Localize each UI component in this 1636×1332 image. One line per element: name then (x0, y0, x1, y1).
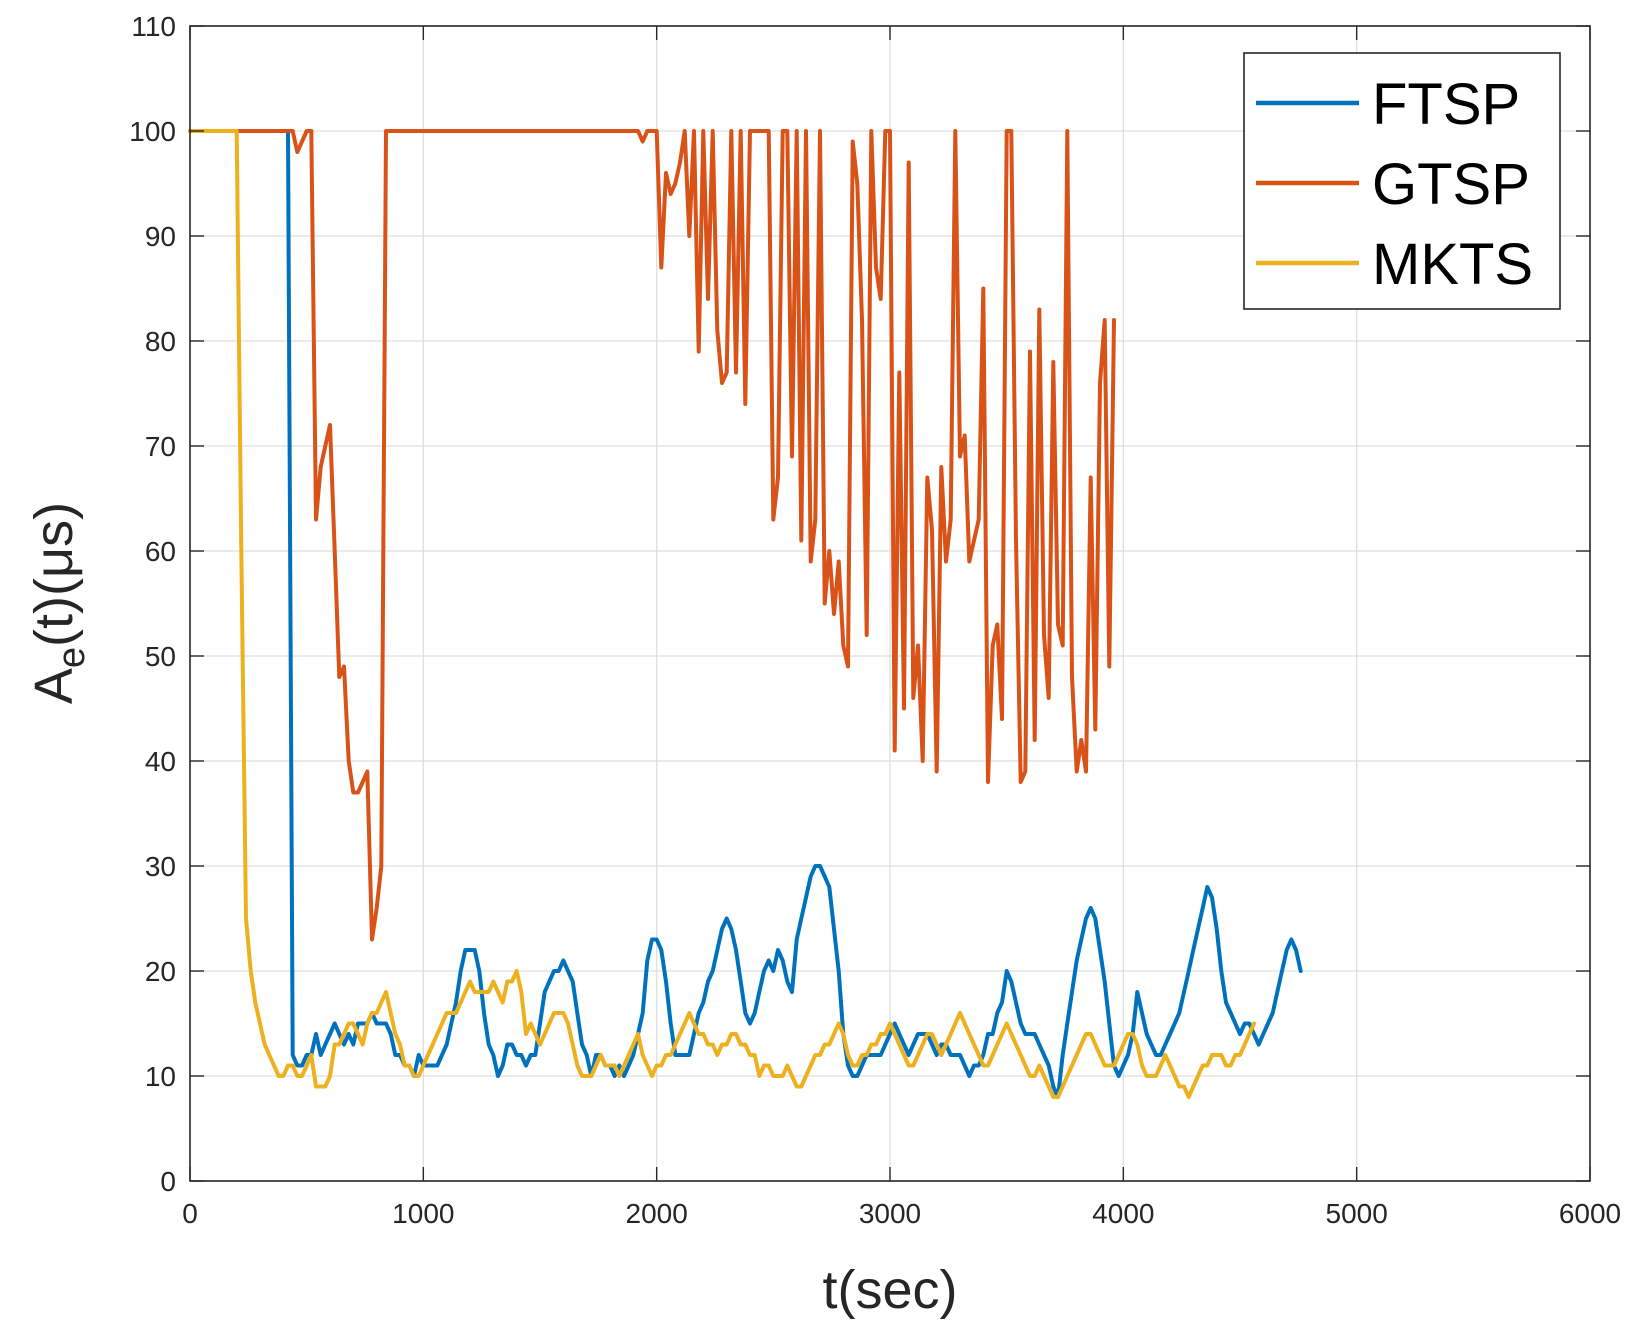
y-axis-title: Ae(t)(μs) (24, 502, 93, 704)
x-tick-label: 4000 (1092, 1198, 1154, 1229)
legend-label-gtsp: GTSP (1372, 152, 1530, 217)
y-axis-title-sub: e (51, 647, 93, 668)
y-tick-label: 20 (145, 956, 176, 987)
y-axis-title-main: A (24, 668, 84, 704)
y-axis-title-rest: (t)(μs) (24, 502, 84, 647)
series-layer (188, 129, 1303, 1099)
tick-labels: 0 1000 2000 3000 4000 5000 6000 0 10 20 30 40 50 60 70… (129, 11, 1621, 1229)
y-tick-label: 0 (160, 1166, 176, 1197)
x-tick-label: 3000 (859, 1198, 921, 1229)
y-tick-label: 40 (145, 746, 176, 777)
series-line-ftsp (188, 129, 1303, 1099)
legend-label-mkts: MKTS (1372, 232, 1533, 297)
y-tick-label: 10 (145, 1061, 176, 1092)
x-tick-label: 5000 (1326, 1198, 1388, 1229)
y-tick-label: 110 (131, 11, 176, 42)
y-tick-label: 70 (145, 431, 176, 462)
x-axis-title: t(sec) (823, 1260, 958, 1320)
x-tick-label: 0 (182, 1198, 198, 1229)
legend: FTSP GTSP MKTS (1243, 52, 1561, 310)
y-tick-label: 50 (145, 641, 176, 672)
series-line-mkts (188, 129, 1256, 1099)
axis-ticks (189, 25, 1591, 1182)
legend-label-ftsp: FTSP (1372, 72, 1520, 137)
x-tick-label: 6000 (1559, 1198, 1621, 1229)
y-tick-label: 60 (145, 536, 176, 567)
series-line-gtsp (188, 129, 1116, 942)
y-tick-label: 90 (145, 221, 176, 252)
x-tick-label: 2000 (626, 1198, 688, 1229)
y-tick-label: 100 (129, 116, 176, 147)
y-tick-label: 30 (145, 851, 176, 882)
y-tick-label: 80 (145, 326, 176, 357)
svg-text:Ae(t)(μs): Ae(t)(μs) (24, 502, 93, 704)
x-tick-label: 1000 (392, 1198, 454, 1229)
